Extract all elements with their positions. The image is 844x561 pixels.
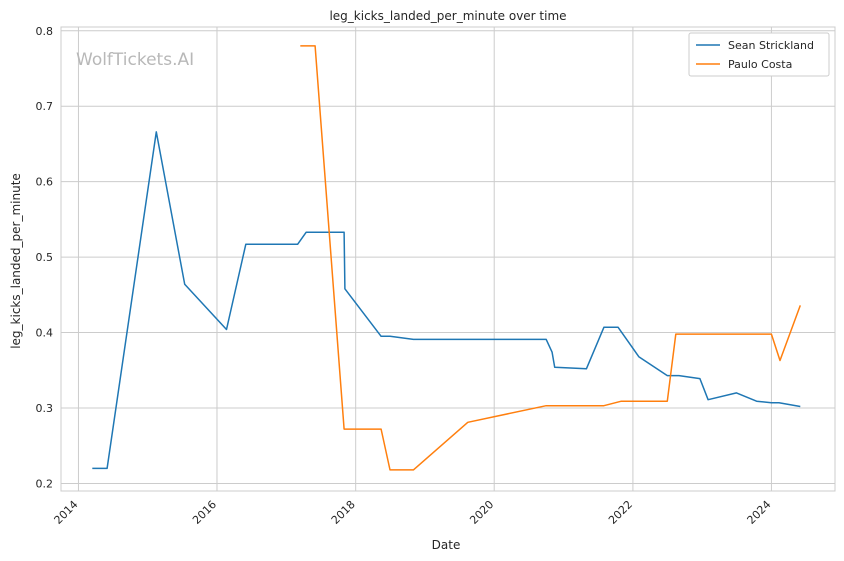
watermark: WolfTickets.AI bbox=[76, 50, 194, 70]
x-tick-label: 2022 bbox=[606, 498, 635, 527]
y-tick-label: 0.6 bbox=[36, 176, 54, 189]
x-tick-label: 2014 bbox=[52, 498, 81, 527]
x-axis-title: Date bbox=[432, 538, 461, 552]
y-tick-label: 0.3 bbox=[36, 402, 54, 415]
x-tick-labels: 2014 2016 2018 2020 2022 2024 bbox=[52, 498, 774, 527]
legend-label-sean-strickland: Sean Strickland bbox=[728, 39, 814, 52]
y-tick-label: 0.2 bbox=[36, 477, 54, 490]
y-axis-title: leg_kicks_landed_per_minute bbox=[9, 173, 23, 349]
grid-lines bbox=[61, 27, 835, 491]
legend-box bbox=[688, 32, 830, 77]
x-tick-label: 2018 bbox=[329, 498, 358, 527]
series-lines bbox=[92, 45, 802, 471]
legend-label-paulo-costa: Paulo Costa bbox=[728, 58, 792, 71]
y-tick-label: 0.7 bbox=[36, 100, 54, 113]
y-tick-label: 0.8 bbox=[36, 25, 54, 38]
plot-frame bbox=[60, 26, 836, 492]
chart-title: leg_kicks_landed_per_minute over time bbox=[329, 9, 566, 23]
plot-area bbox=[61, 27, 835, 491]
y-tick-label: 0.4 bbox=[36, 327, 54, 340]
x-tick-label: 2016 bbox=[190, 498, 219, 527]
series-line-sean-strickland bbox=[92, 131, 801, 470]
x-tick-label: 2020 bbox=[467, 498, 496, 527]
y-tick-labels: 0.2 0.3 0.4 0.5 0.6 0.7 0.8 bbox=[36, 25, 54, 491]
x-tick-label: 2024 bbox=[745, 498, 774, 527]
legend: Sean Strickland Paulo Costa bbox=[688, 32, 830, 77]
y-tick-label: 0.5 bbox=[36, 251, 54, 264]
series-line-paulo-costa bbox=[300, 45, 802, 471]
